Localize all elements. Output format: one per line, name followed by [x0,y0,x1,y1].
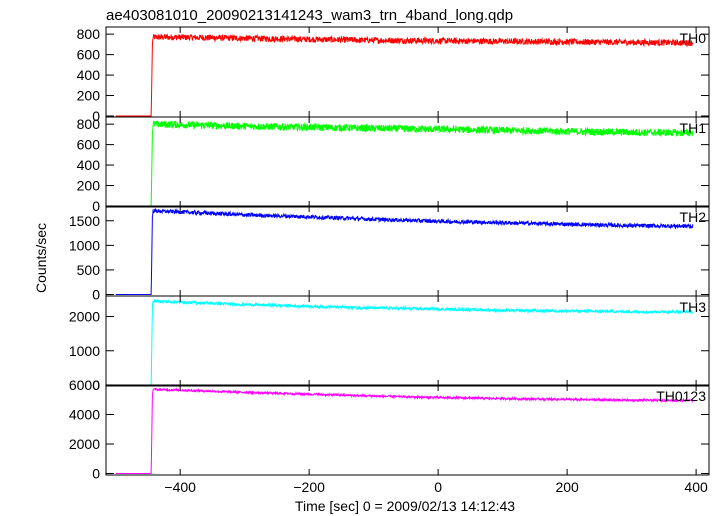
y-tick-label: 1000 [69,343,100,359]
y-tick-label: 200 [77,178,101,194]
y-tick-label: 0 [92,108,100,124]
y-tick-label: 1500 [69,213,100,229]
series-label-th3: TH3 [680,299,707,315]
panel-frame [105,384,710,476]
x-tick-label: −200 [293,479,325,495]
series-line-th2 [115,207,694,295]
panel-th0123: TH0123 0 2000 4000 6000 [69,377,710,482]
x-tick-label: −400 [164,479,196,495]
x-tick-label: 0 [434,479,442,495]
panel-th1: TH1 0 200 400 600 800 [77,116,710,214]
y-tick-label: 400 [77,157,101,173]
series-label-th0123: TH0123 [656,388,706,404]
y-tick-label: 600 [77,47,101,63]
y-tick-label: 600 [77,137,101,153]
panel-th0: TH0 0 200 400 600 800 [77,26,710,124]
y-tick-label: 800 [77,116,101,132]
panel-frame [105,116,710,208]
x-tick-label: 400 [684,479,708,495]
y-tick-label: 1000 [69,237,100,253]
panels-group: TH0 0 200 400 600 800 TH1 0 200 400 600 800 TH2 0 500 1… [69,26,710,495]
y-tick-label: 400 [77,67,101,83]
figure-title: ae403081010_20090213141243_wam3_trn_4ban… [106,7,513,24]
series-label-th0: TH0 [680,30,707,46]
y-tick-label: 0 [92,466,100,482]
x-tick-label: 200 [555,479,579,495]
y-tick-label: 0 [92,198,100,214]
panel-frame [105,295,710,387]
panel-th2: TH2 0 500 1000 1500 [69,205,710,303]
series-label-th2: TH2 [680,209,707,225]
y-axis-label: Counts/sec [33,223,49,293]
series-label-th1: TH1 [680,120,707,136]
x-axis-label: Time [sec] 0 = 2009/02/13 14:12:43 [295,498,515,514]
panel-th3: TH3 0 1000 2000 [69,295,710,393]
y-tick-label: 0 [92,287,100,303]
y-tick-label: 0 [92,377,100,393]
y-tick-label: 800 [77,26,101,42]
series-line-th0 [115,33,694,117]
y-tick-label: 200 [77,88,101,104]
y-tick-label: 6000 [69,377,100,393]
y-tick-label: 2000 [69,309,100,325]
y-tick-label: 500 [77,262,101,278]
y-tick-label: 2000 [69,436,100,452]
series-line-th1 [115,120,694,207]
y-tick-label: 4000 [69,407,100,423]
series-line-th3 [115,298,694,386]
series-line-th0123 [115,387,694,474]
